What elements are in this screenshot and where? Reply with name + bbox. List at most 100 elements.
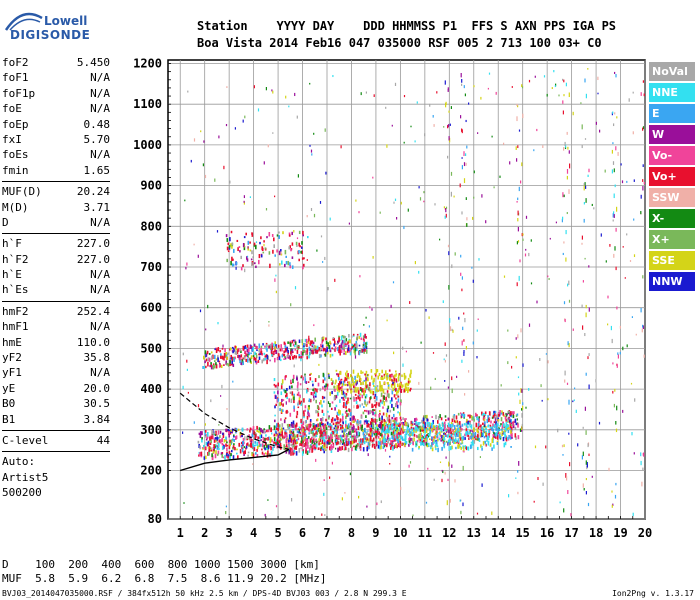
echo-point [642, 80, 644, 83]
param-key: foEs [2, 148, 29, 162]
echo-point [305, 441, 307, 446]
echo-point [291, 349, 293, 353]
echo-point [374, 393, 377, 398]
echo-point [387, 425, 390, 430]
x-tick-label: 16 [540, 526, 554, 540]
echo-point [344, 410, 347, 414]
echo-point [322, 444, 325, 449]
param-row: B0 30.5 [2, 397, 110, 412]
echo-point [405, 431, 408, 435]
echo-point [612, 161, 615, 165]
echo-point [239, 357, 241, 361]
echo-point [386, 443, 388, 446]
echo-point [613, 193, 615, 199]
echo-point [302, 350, 305, 353]
echo-point [362, 431, 365, 436]
echo-point [484, 421, 486, 425]
echo-point [615, 428, 618, 433]
echo-point [428, 427, 431, 432]
echo-point [612, 213, 614, 218]
echo-point [528, 323, 531, 327]
echo-point [207, 441, 210, 444]
echo-point [443, 358, 445, 361]
echo-point [338, 346, 341, 350]
param-key: yE [2, 381, 16, 395]
echo-point [383, 421, 386, 427]
echo-point [397, 428, 400, 431]
echo-point [337, 417, 339, 421]
echo-point [339, 371, 342, 375]
echo-point [388, 424, 390, 428]
echo-point [334, 340, 336, 345]
echo-point [226, 441, 228, 444]
echo-point [299, 383, 302, 386]
echo-point [349, 422, 352, 424]
echo-point [489, 443, 492, 447]
echo-point [394, 417, 397, 420]
echo-point [274, 346, 277, 350]
echo-point [353, 438, 355, 444]
echo-point [328, 345, 330, 350]
echo-point [231, 431, 233, 434]
echo-point [288, 246, 290, 250]
echo-point [507, 329, 509, 332]
echo-point [459, 183, 461, 188]
echo-point [401, 374, 403, 378]
echo-point [340, 349, 343, 353]
echo-point [303, 257, 305, 260]
echo-point [447, 478, 449, 482]
echo-point [217, 450, 220, 455]
echo-point [365, 384, 368, 389]
echo-point [466, 223, 468, 227]
echo-point [288, 354, 290, 359]
echo-point [327, 342, 330, 347]
echo-point [384, 420, 386, 423]
echo-point [283, 419, 286, 424]
echo-point [233, 248, 235, 253]
echo-point [474, 432, 477, 436]
echo-point [255, 452, 257, 455]
echo-point [508, 494, 510, 498]
echo-point [332, 444, 335, 449]
echo-point [442, 423, 444, 428]
param-key: yF1 [2, 366, 22, 380]
echo-point [477, 434, 479, 438]
echo-point [494, 410, 497, 414]
echo-point [357, 405, 359, 409]
echo-point [461, 83, 463, 86]
echo-point [285, 394, 287, 398]
echo-point [220, 364, 223, 369]
echo-point [588, 265, 590, 268]
echo-point [321, 337, 324, 341]
echo-point [415, 440, 418, 444]
echo-point [217, 347, 220, 352]
echo-point [364, 346, 367, 350]
echo-point [491, 135, 493, 138]
echo-point [398, 434, 400, 437]
echo-point [227, 429, 229, 432]
echo-point [281, 347, 283, 352]
echo-point [362, 381, 364, 385]
echo-point [225, 352, 227, 355]
echo-point [422, 442, 425, 447]
echo-point [372, 256, 374, 259]
echo-point [320, 345, 322, 348]
echo-point [240, 362, 242, 366]
echo-point [467, 432, 470, 435]
echo-point [582, 280, 584, 283]
echo-point [611, 169, 613, 174]
echo-point [282, 403, 284, 407]
echo-point [277, 344, 280, 348]
echo-point [524, 253, 527, 257]
echo-point [436, 435, 438, 438]
echo-point [396, 430, 398, 434]
echo-point [379, 385, 381, 390]
echo-point [305, 449, 307, 454]
echo-point [495, 421, 497, 425]
echo-point [292, 343, 295, 347]
echo-point [282, 427, 285, 430]
echo-point [285, 261, 288, 265]
echo-point [289, 342, 292, 347]
echo-point [464, 93, 466, 97]
echo-point [327, 287, 329, 291]
